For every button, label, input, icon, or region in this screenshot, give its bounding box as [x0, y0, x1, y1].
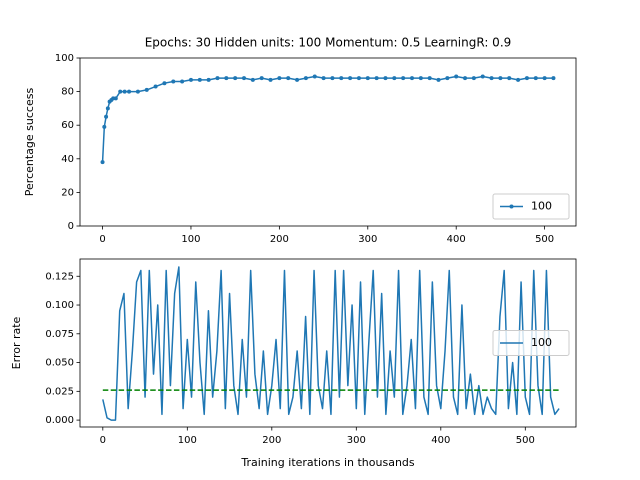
point	[102, 124, 107, 129]
point	[374, 76, 379, 81]
point	[215, 76, 220, 81]
point	[383, 76, 388, 81]
y-tick-label: 0	[68, 221, 74, 232]
x-tick-label: 400	[431, 435, 450, 446]
point	[392, 76, 397, 81]
point	[427, 76, 432, 81]
point	[118, 89, 123, 94]
point	[277, 76, 282, 81]
point	[436, 77, 441, 82]
point	[507, 76, 512, 81]
chart-title: Epochs: 30 Hidden units: 100 Momentum: 0…	[145, 36, 512, 50]
point	[339, 76, 344, 81]
point	[516, 77, 521, 82]
x-tick-label: 100	[178, 435, 197, 446]
point	[250, 77, 255, 82]
x-tick-label: 500	[535, 234, 554, 245]
legend: 100	[492, 193, 570, 220]
x-tick-label: 100	[181, 234, 200, 245]
legend-box	[492, 193, 570, 220]
point	[259, 76, 264, 81]
y-axis-label: Percentage success	[23, 88, 36, 197]
point	[268, 77, 273, 82]
point	[286, 76, 291, 81]
point	[321, 76, 326, 81]
point	[445, 76, 450, 81]
point	[122, 89, 127, 94]
x-tick-label: 200	[270, 234, 289, 245]
x-tick-label: 500	[516, 435, 535, 446]
x-tick-label: 400	[447, 234, 466, 245]
y-tick-label: 40	[61, 154, 74, 165]
point	[206, 77, 211, 82]
point	[356, 76, 361, 81]
point	[409, 76, 414, 81]
point	[551, 76, 556, 81]
point	[180, 79, 185, 84]
point	[188, 77, 193, 82]
point	[104, 114, 109, 119]
point	[471, 76, 476, 81]
x-tick-label: 300	[347, 435, 366, 446]
point	[454, 74, 459, 79]
point	[153, 84, 158, 89]
point	[105, 106, 110, 111]
legend: 100	[492, 330, 570, 356]
x-tick-label: 300	[358, 234, 377, 245]
y-tick-label: 100	[55, 53, 74, 64]
point	[418, 76, 423, 81]
legend-box	[492, 330, 570, 356]
y-tick-label: 0.025	[45, 386, 74, 397]
y-tick-label: 80	[61, 87, 74, 98]
point	[542, 76, 547, 81]
point	[498, 76, 503, 81]
point	[100, 160, 105, 165]
legend-label: 100	[531, 336, 552, 349]
point	[224, 76, 229, 81]
line-series	[101, 75, 554, 163]
point	[162, 81, 167, 86]
axes-frame	[79, 57, 577, 227]
y-tick-label: 20	[61, 187, 74, 198]
legend-marker	[509, 204, 514, 209]
point	[524, 76, 529, 81]
point	[197, 77, 202, 82]
point	[401, 76, 406, 81]
point	[171, 79, 176, 84]
point	[312, 74, 317, 79]
x-axis-label: Training iterations in thousands	[240, 456, 415, 469]
point	[295, 77, 300, 82]
y-tick-label: 60	[61, 120, 74, 131]
x-tick-label: 0	[100, 435, 106, 446]
point	[135, 89, 140, 94]
y-tick-label: 0.100	[45, 300, 74, 311]
point	[533, 76, 538, 81]
point	[127, 89, 132, 94]
legend-label: 100	[531, 200, 552, 213]
point	[348, 76, 353, 81]
x-tick-label: 0	[99, 234, 105, 245]
line-series	[102, 266, 560, 421]
point	[144, 87, 149, 92]
point	[463, 76, 468, 81]
y-axis-label: Error rate	[10, 316, 23, 369]
y-tick-label: 0.050	[45, 358, 74, 369]
point	[365, 76, 370, 81]
point	[480, 74, 485, 79]
point	[242, 76, 247, 81]
point	[233, 76, 238, 81]
axes-frame	[79, 258, 577, 428]
x-tick-label: 200	[262, 435, 281, 446]
y-tick-label: 0.075	[45, 329, 74, 340]
point	[113, 96, 118, 101]
y-tick-label: 0.000	[45, 415, 74, 426]
point	[303, 76, 308, 81]
point	[489, 76, 494, 81]
point	[330, 76, 335, 81]
y-tick-label: 0.125	[45, 271, 74, 282]
